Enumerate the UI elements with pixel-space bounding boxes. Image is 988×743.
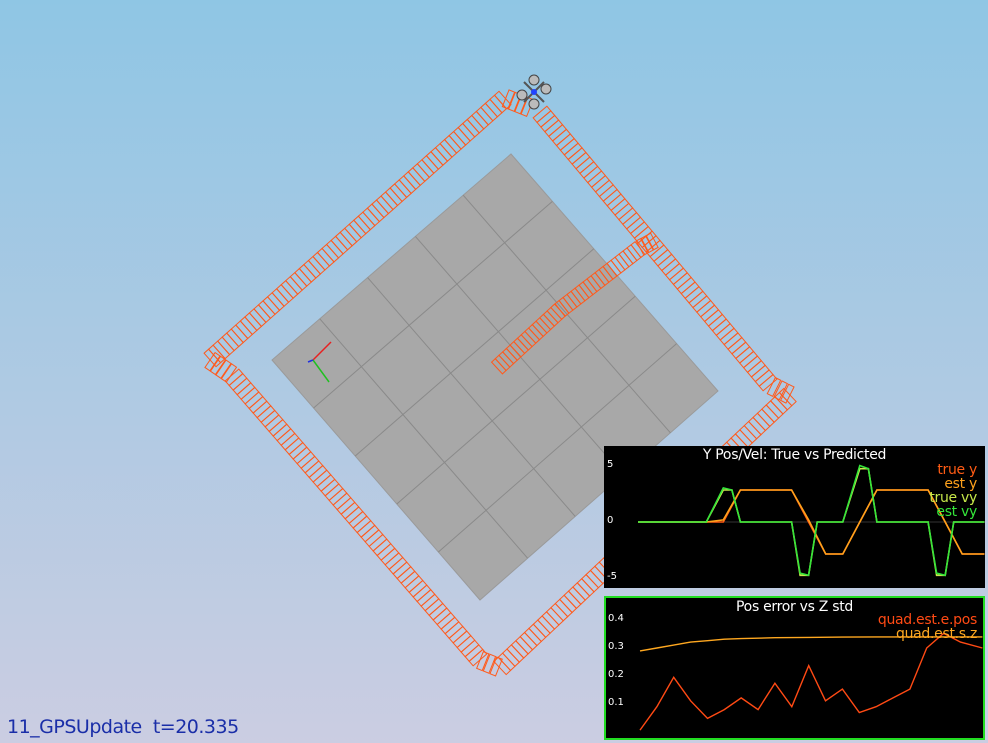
trajectory-segment: [645, 232, 659, 251]
y-tick-label: 5: [607, 459, 614, 470]
quadrotor-icon: [516, 74, 552, 110]
plot-legend: quad.est.e.pos quad.est.s.z: [878, 613, 977, 641]
legend-item: true y: [937, 462, 977, 478]
trajectory-segment: [482, 653, 497, 674]
floor-grid-line: [462, 194, 671, 434]
series-line: [639, 632, 983, 731]
floor-grid-line: [354, 248, 595, 457]
trajectory-segment: [635, 237, 649, 256]
plot-title: Y Pos/Vel: True vs Predicted: [702, 447, 887, 463]
plot-title: Pos error vs Z std: [736, 599, 853, 615]
trajectory-segment: [532, 105, 552, 124]
legend-item: est vy: [936, 504, 977, 520]
series-line: [638, 464, 985, 577]
scenario-name: 11_GPSUpdate: [7, 716, 142, 738]
trajectory-segment: [204, 351, 221, 372]
floor-grid-line: [319, 318, 528, 559]
legend-item: quad.est.e.pos: [877, 612, 977, 628]
plot-pos-error-z-std[interactable]: Pos error vs Z std 0.4 0.3 0.2 0.1 quad.…: [604, 596, 985, 740]
y-tick-label: 0: [607, 515, 614, 526]
y-tick-label: 0.1: [608, 697, 624, 708]
trajectory-segment: [209, 355, 227, 376]
trajectory-segment: [778, 387, 797, 407]
plot-y-pos-vel[interactable]: Y Pos/Vel: True vs Predicted 5 0 -5 true…: [604, 446, 985, 588]
sim-time: t=20.335: [152, 716, 239, 738]
xyz-axes-gizmo-icon: [307, 341, 332, 383]
trajectory-segment: [476, 650, 490, 672]
trajectory-segment: [507, 91, 522, 113]
series-line: [639, 636, 983, 652]
trajectory-segment: [489, 656, 503, 677]
legend-item: true vy: [929, 490, 977, 506]
legend-item: quad.est.s.z: [895, 626, 977, 642]
floor-grid-line: [367, 277, 576, 517]
floor-grid-line: [396, 295, 636, 505]
legend-item: est y: [944, 476, 977, 492]
y-tick-label: 0.4: [608, 613, 624, 624]
y-tick-label: 0.2: [608, 669, 624, 680]
trajectory-segment: [773, 380, 789, 401]
trajectory-segment: [779, 383, 795, 404]
y-tick-label: -5: [607, 571, 617, 582]
trajectory-segment: [501, 89, 516, 110]
trajectory-segment: [640, 235, 654, 254]
floor-grid-line: [438, 343, 677, 553]
series-line: [638, 489, 985, 555]
trajectory-segment: [203, 348, 222, 368]
plot-legend: true y est y true vy est vy: [929, 463, 977, 519]
y-tick-label: 0.3: [608, 641, 624, 652]
floor-grid-line: [313, 201, 553, 409]
trajectory-segment: [215, 359, 232, 380]
status-bar: 11_GPSUpdate t=20.335: [7, 716, 239, 738]
